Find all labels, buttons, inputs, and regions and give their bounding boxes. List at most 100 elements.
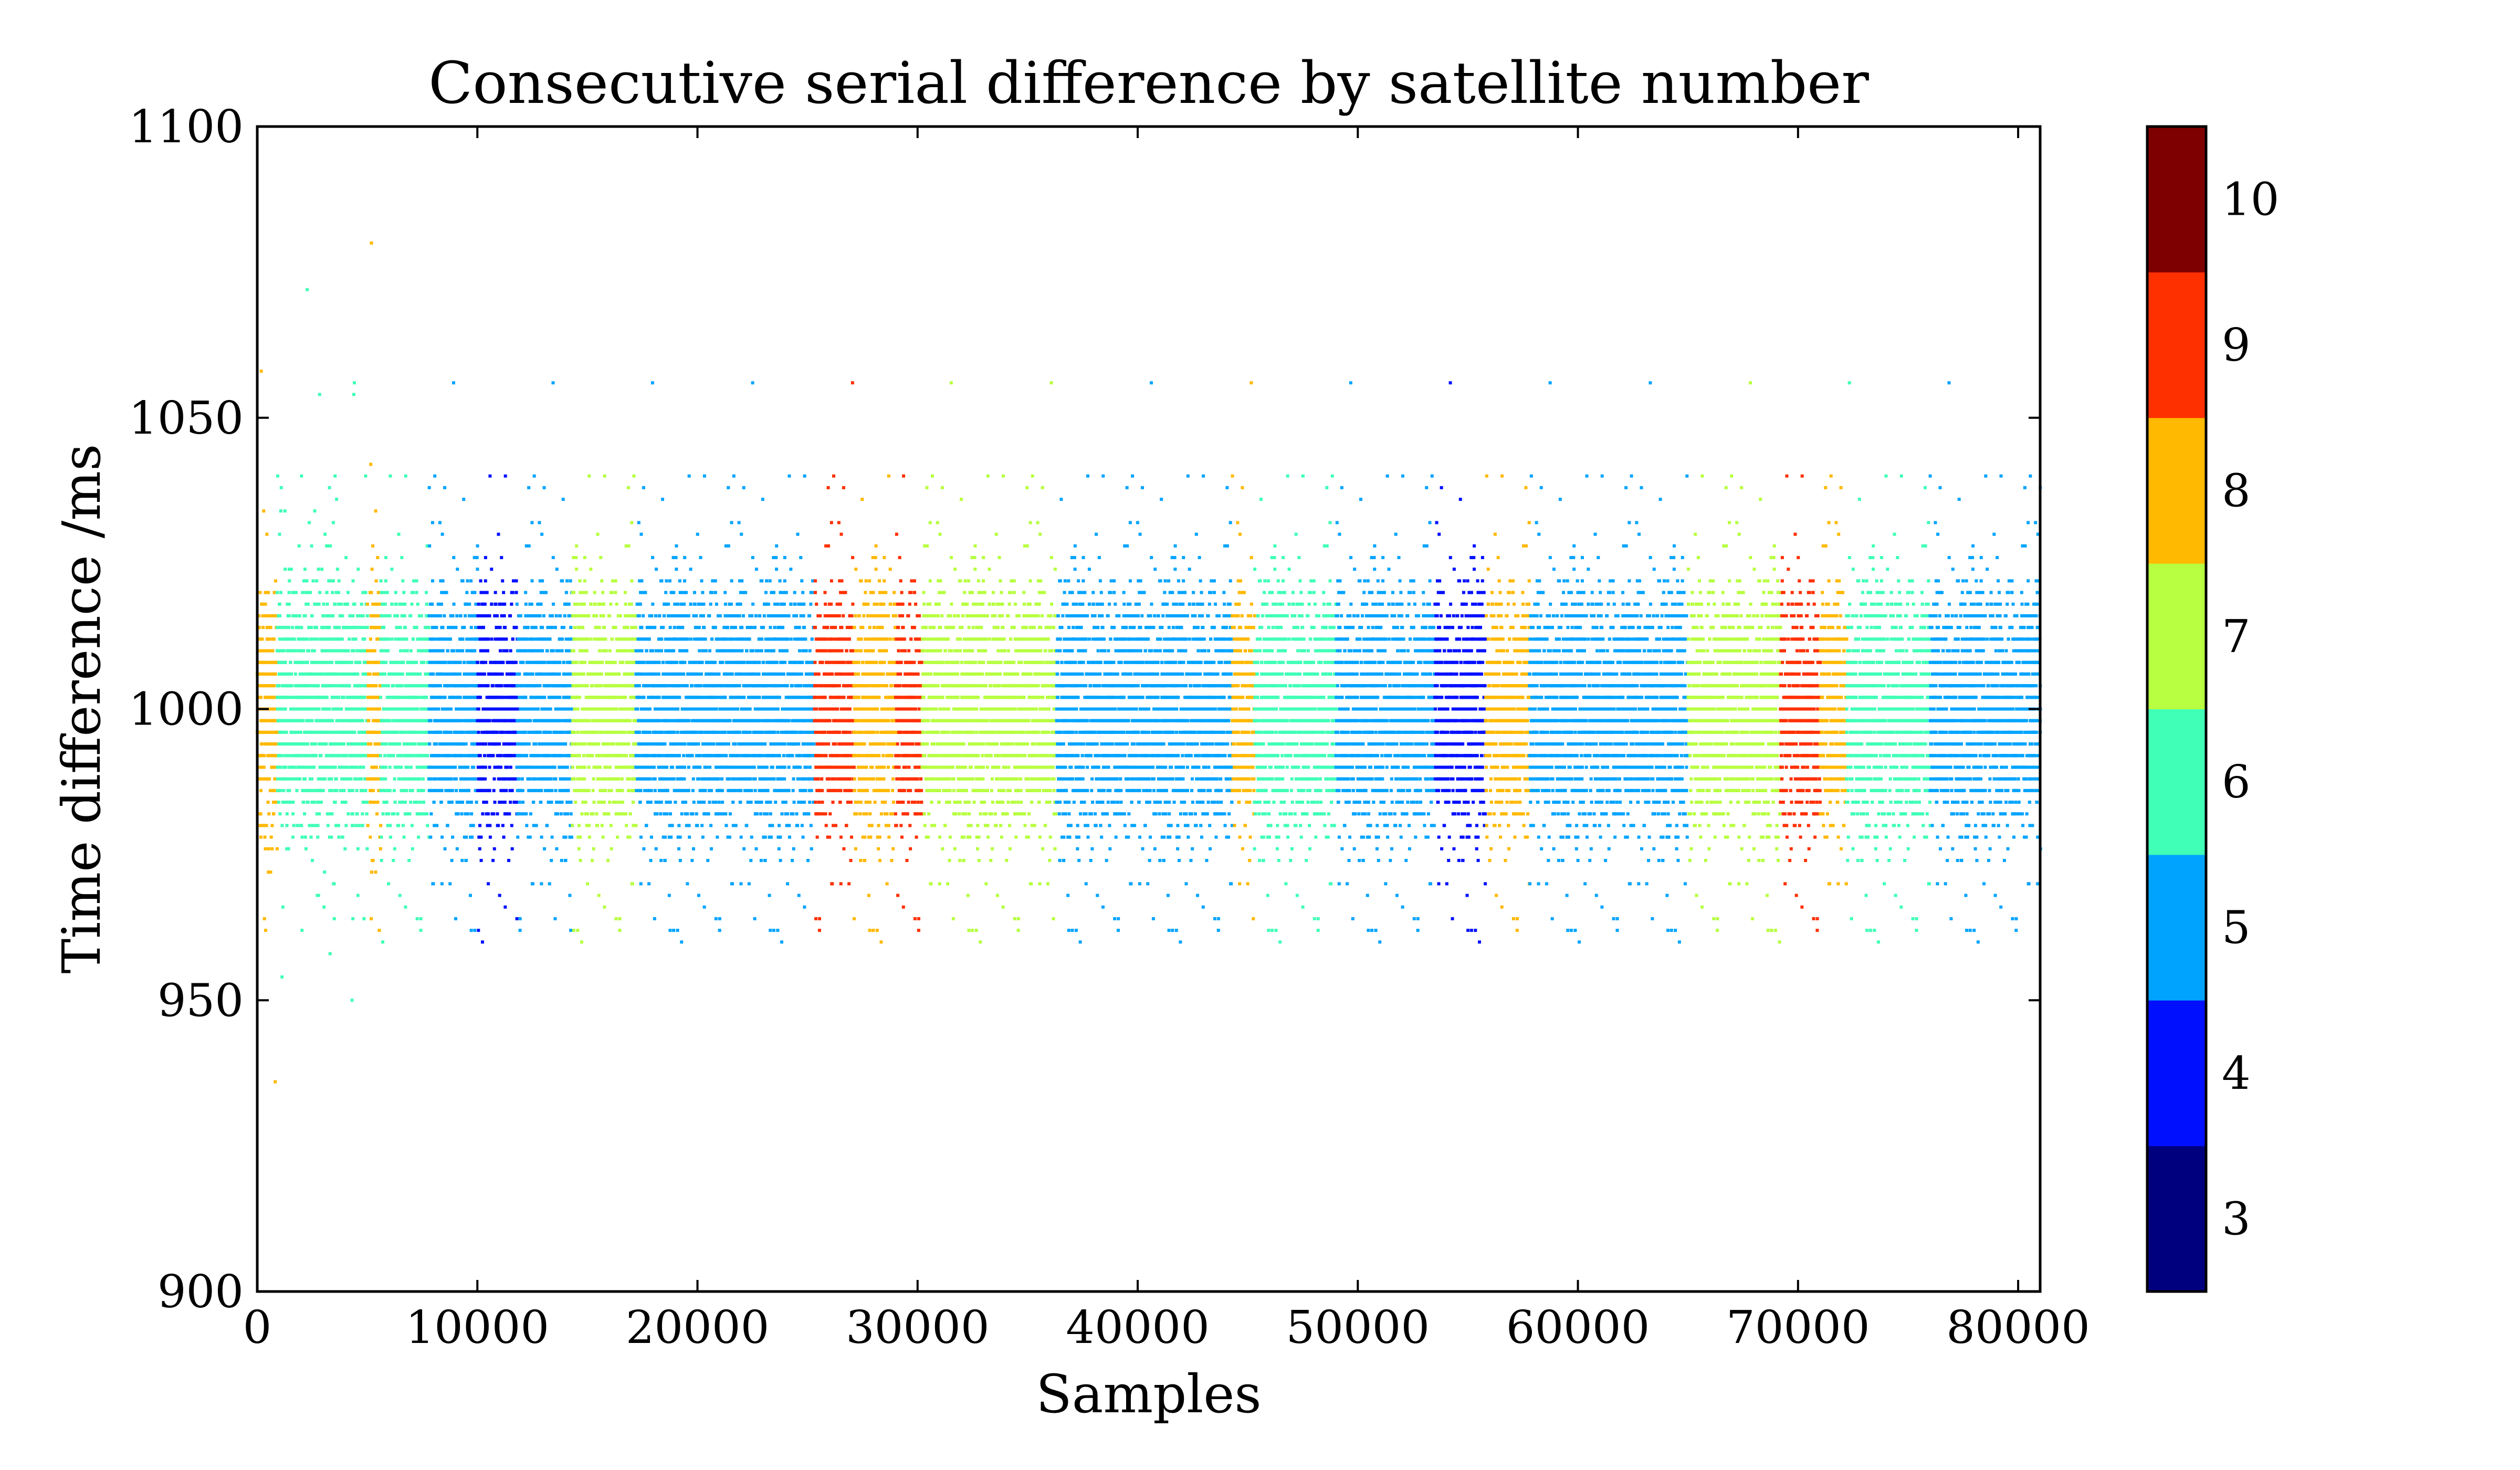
data-point [370, 591, 373, 594]
data-point [400, 789, 403, 792]
data-point [354, 719, 358, 722]
data-point [445, 591, 448, 594]
data-point [424, 707, 427, 711]
data-point [343, 684, 347, 688]
data-point [341, 672, 344, 676]
data-point [375, 626, 379, 629]
data-point [414, 660, 418, 664]
data-point [514, 660, 518, 664]
data-point [574, 801, 578, 804]
data-point [340, 801, 344, 804]
data-point [404, 777, 408, 781]
data-point [492, 847, 496, 850]
data-point [442, 660, 445, 664]
data-point [387, 882, 391, 886]
data-point [316, 672, 320, 676]
data-point [468, 684, 471, 688]
data-point [458, 765, 462, 769]
data-point [527, 486, 531, 489]
data-point [421, 637, 424, 641]
data-point [259, 696, 263, 699]
data-point [373, 730, 376, 734]
data-point [444, 707, 447, 711]
data-point [495, 626, 498, 629]
data-point [438, 660, 442, 664]
data-point [331, 591, 334, 594]
data-point [354, 672, 358, 676]
data-point [328, 765, 331, 769]
data-point [322, 905, 326, 909]
data-point [261, 602, 265, 606]
data-point [338, 637, 342, 641]
data-point [265, 824, 268, 827]
data-point [409, 765, 413, 769]
data-point [456, 742, 460, 746]
data-point [259, 660, 262, 664]
data-point [303, 812, 307, 816]
data-point [311, 696, 314, 699]
data-point [369, 789, 372, 792]
data-point [569, 579, 572, 583]
data-point [587, 789, 591, 792]
data-point [375, 602, 379, 606]
data-point [315, 730, 319, 734]
data-point [287, 754, 291, 758]
data-point [458, 672, 462, 676]
data-point [487, 882, 490, 886]
data-point [437, 707, 440, 711]
data-point [277, 649, 280, 653]
data-point [481, 591, 485, 594]
data-point [447, 730, 451, 734]
data-point [532, 474, 536, 478]
data-point [526, 672, 529, 676]
data-point [439, 579, 443, 583]
data-point [366, 649, 370, 653]
data-point [505, 637, 508, 641]
data-point [525, 824, 529, 827]
data-point [347, 719, 351, 722]
data-point [426, 824, 429, 827]
data-point [422, 754, 426, 758]
data-point [337, 696, 340, 699]
data-point [539, 801, 543, 804]
data-point [274, 801, 278, 804]
data-point [328, 707, 331, 711]
data-point [389, 754, 393, 758]
data-point [461, 626, 465, 629]
data-point [549, 707, 552, 711]
data-point [514, 626, 518, 629]
data-point [438, 649, 442, 653]
data-point [434, 754, 437, 758]
data-point [418, 777, 422, 781]
data-point [337, 672, 340, 676]
data-point [299, 696, 303, 699]
data-point [300, 742, 304, 746]
data-point [308, 521, 311, 524]
data-point [432, 882, 435, 886]
data-point [499, 602, 502, 606]
data-point [399, 649, 403, 653]
data-point [505, 789, 508, 792]
data-point [524, 812, 528, 816]
data-point [268, 649, 271, 653]
data-point [346, 649, 350, 653]
data-point [355, 649, 359, 653]
data-point [456, 812, 460, 816]
data-point [560, 858, 563, 862]
data-point [412, 696, 416, 699]
data-point [416, 649, 420, 653]
data-point [530, 602, 533, 606]
data-point [479, 637, 482, 641]
data-point [404, 765, 408, 769]
data-point [323, 777, 327, 781]
data-point [331, 614, 335, 617]
data-point [584, 591, 588, 594]
data-point [440, 789, 444, 792]
data-point [342, 696, 346, 699]
data-point [382, 602, 385, 606]
data-point [295, 789, 299, 792]
data-point [355, 754, 359, 758]
data-point [448, 660, 452, 664]
data-point [333, 765, 337, 769]
data-point [587, 765, 591, 769]
